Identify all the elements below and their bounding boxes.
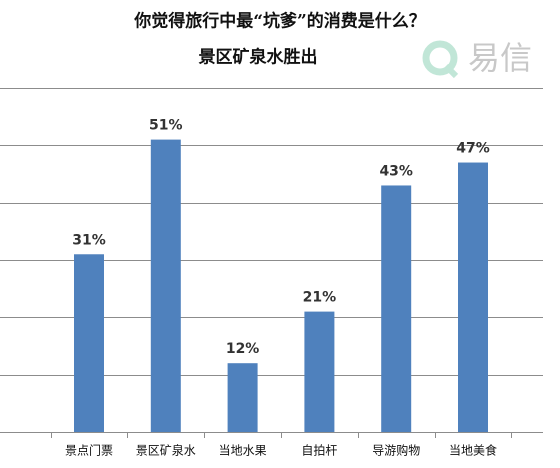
bar [304, 311, 335, 432]
x-tick-label: 景区矿泉水 [136, 444, 196, 458]
bar [381, 185, 412, 432]
value-label: 21% [303, 290, 337, 306]
logo-ring [422, 40, 458, 76]
x-tick-label: 当地美食 [449, 443, 497, 458]
logo-tail [443, 63, 459, 79]
value-label: 12% [226, 341, 260, 357]
x-tick-label: 景点门票 [65, 443, 113, 458]
x-tick-label: 自拍杆 [301, 443, 337, 458]
watermark: 易信 [468, 39, 532, 77]
value-label: 51% [149, 118, 183, 134]
chart-title: 你觉得旅行中最“坑爹”的消费是什么？ [133, 11, 426, 32]
bar [458, 162, 488, 433]
watermark-logo [422, 40, 459, 79]
value-label: 31% [72, 232, 106, 248]
bar [150, 139, 181, 432]
x-tick-label: 当地水果 [219, 444, 267, 458]
chart-subtitle: 景区矿泉水胜出 [199, 47, 318, 68]
bar [74, 254, 104, 432]
value-label: 47% [456, 141, 490, 157]
value-label: 43% [379, 163, 413, 179]
x-tick-label: 导游购物 [372, 443, 420, 458]
bar [227, 363, 258, 432]
